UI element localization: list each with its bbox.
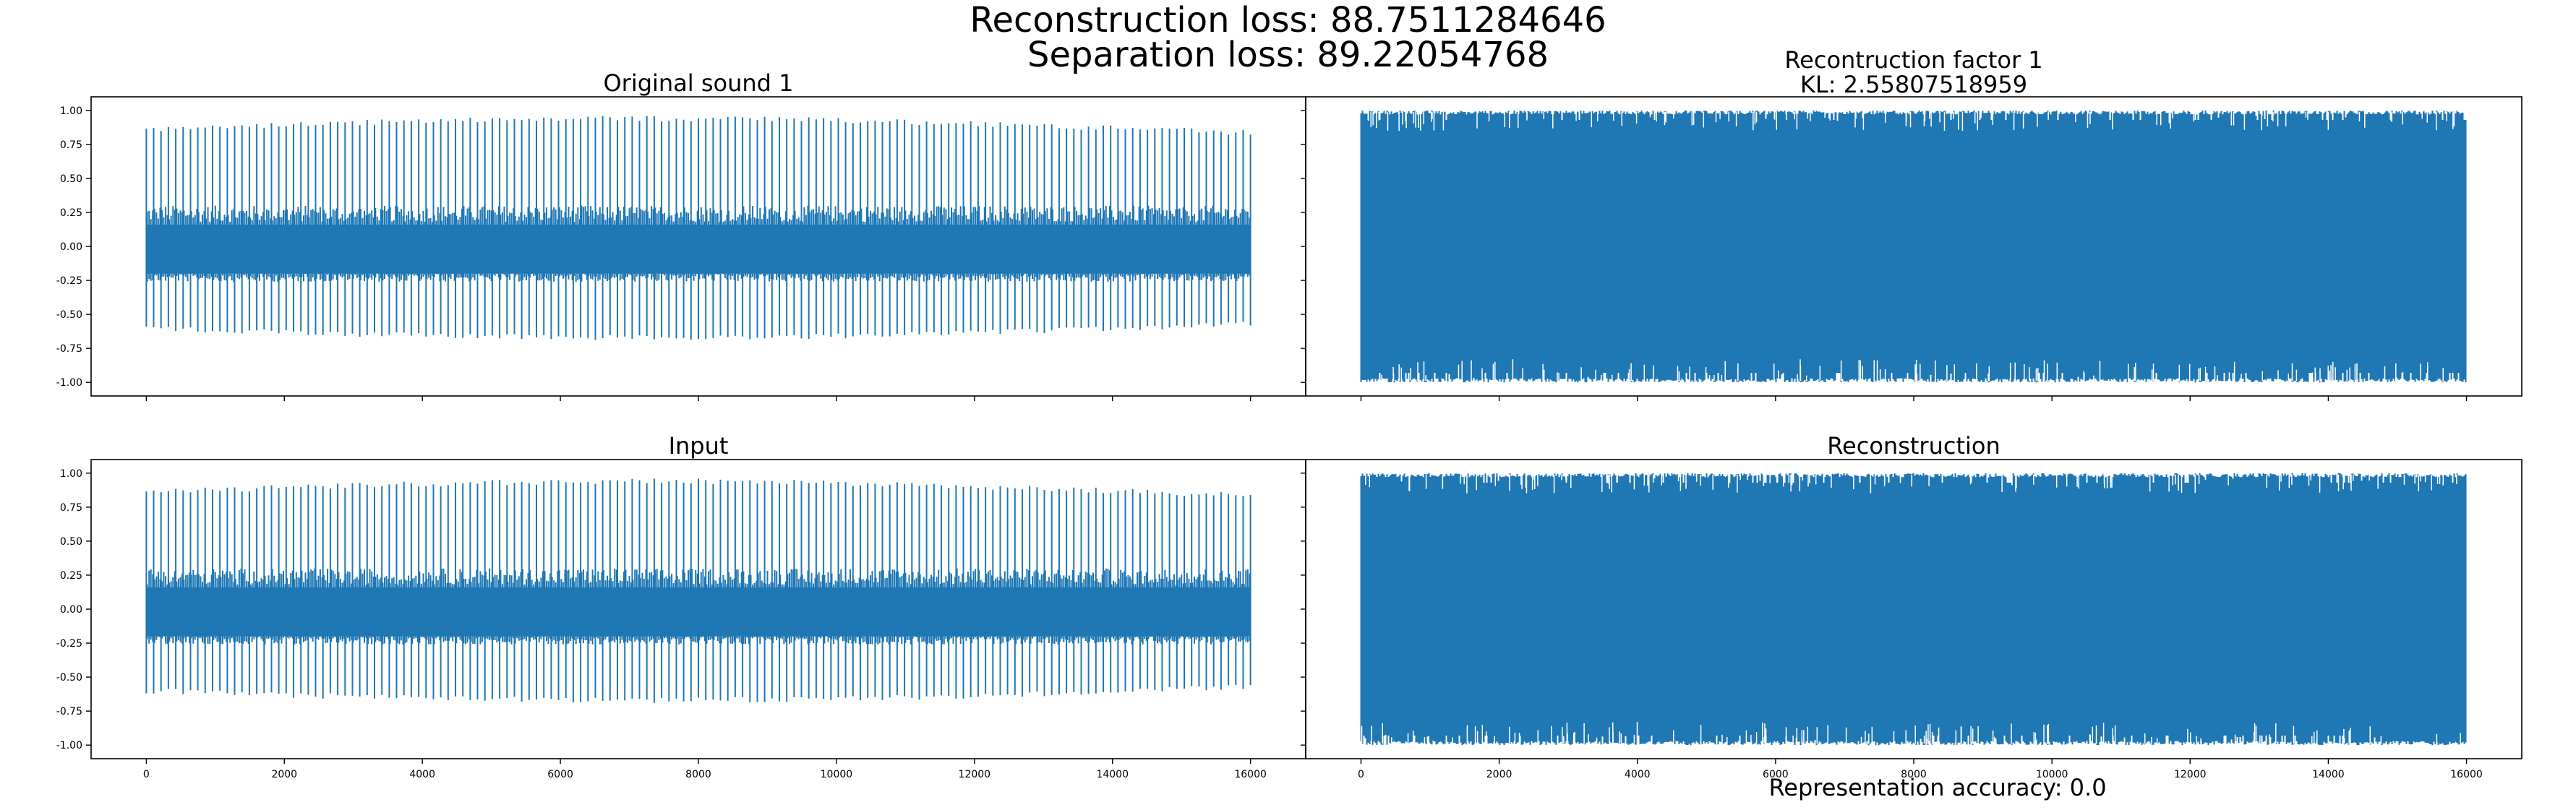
panel-title: Reconstruction bbox=[1827, 432, 2000, 460]
waveform-series bbox=[1360, 110, 2467, 383]
chart-panel-3: Input -1.00 -0.75 -0.50 -0.25 0.00 0.25 0.50 0.7… bbox=[56, 432, 1306, 780]
x-tick-label: 16000 bbox=[2450, 769, 2483, 780]
chart-panel-1: Original sound 1 -1.00 -0.75 -0.50 -0.25 0.00… bbox=[56, 69, 1306, 401]
y-tick-label: 0.50 bbox=[60, 536, 82, 548]
x-tick-label: 10000 bbox=[2036, 769, 2068, 780]
waveform-series bbox=[145, 116, 1251, 340]
y-tick-label: 0.00 bbox=[60, 604, 82, 616]
waveform-series bbox=[145, 478, 1251, 703]
y-tick-label: -1.00 bbox=[56, 377, 82, 389]
y-tick-label: -0.50 bbox=[56, 309, 82, 321]
waveform-noise bbox=[1360, 473, 2467, 746]
x-tick-label: 14000 bbox=[1096, 769, 1129, 780]
y-tick-label: 1.00 bbox=[60, 468, 82, 480]
x-tick-label: 10000 bbox=[821, 769, 853, 780]
waveform-pulses bbox=[145, 478, 1251, 703]
y-tick-label: 0.75 bbox=[60, 139, 82, 151]
waveform-pulses bbox=[145, 116, 1251, 340]
x-tick-label: 14000 bbox=[2312, 769, 2345, 780]
waveform-series bbox=[1360, 473, 2467, 746]
x-tick-label: 2000 bbox=[271, 769, 297, 780]
y-tick-label: -0.75 bbox=[56, 706, 82, 718]
x-tick-label: 6000 bbox=[547, 769, 573, 780]
y-tick-label: -0.75 bbox=[56, 343, 82, 355]
x-tick-label: 0 bbox=[143, 769, 150, 780]
y-tick-label: 0.75 bbox=[60, 502, 82, 514]
x-tick-label: 8000 bbox=[685, 769, 711, 780]
y-tick-label: 0.50 bbox=[60, 173, 82, 185]
x-tick-label: 8000 bbox=[1901, 769, 1927, 780]
y-tick-label: 0.25 bbox=[60, 207, 82, 219]
x-tick-label: 12000 bbox=[2174, 769, 2207, 780]
waveform-gaps bbox=[1361, 474, 2461, 744]
panel-title: Original sound 1 bbox=[603, 69, 793, 97]
waveform-gaps bbox=[1367, 111, 2455, 382]
panel-title: Recontruction factor 1 bbox=[1784, 46, 2042, 74]
y-tick-label: -0.25 bbox=[56, 275, 82, 287]
chart-panel-2: Recontruction factor 1KL: 2.55807518959 bbox=[1301, 46, 2522, 401]
y-tick-label: 0.25 bbox=[60, 570, 82, 582]
y-tick-label: -0.25 bbox=[56, 638, 82, 650]
y-tick-label: 0.00 bbox=[60, 241, 82, 253]
x-tick-label: 4000 bbox=[409, 769, 435, 780]
representation-accuracy-label: Representation accuracy: 0.0 bbox=[1768, 774, 2107, 801]
x-tick-label: 4000 bbox=[1625, 769, 1651, 780]
y-tick-label: -0.50 bbox=[56, 672, 82, 684]
x-tick-label: 0 bbox=[1358, 769, 1364, 780]
figure-suptitle-loss: Reconstruction loss: 88.7511284646 bbox=[970, 0, 1606, 40]
x-tick-label: 16000 bbox=[1234, 769, 1267, 780]
panel-title: Input bbox=[669, 432, 729, 460]
waveform-noise bbox=[1360, 110, 2467, 383]
figure-suptitle-separation: Separation loss: 89.22054768 bbox=[1027, 35, 1549, 75]
chart-panel-4: Reconstruction 0 2000 4000 6000 8000 10000 1200… bbox=[1301, 432, 2522, 780]
x-tick-label: 2000 bbox=[1486, 769, 1512, 780]
x-tick-label: 12000 bbox=[959, 769, 991, 780]
y-tick-label: -1.00 bbox=[56, 740, 82, 751]
panel-subtitle: KL: 2.55807518959 bbox=[1800, 71, 2027, 98]
x-tick-label: 6000 bbox=[1763, 769, 1789, 780]
y-tick-label: 1.00 bbox=[60, 105, 82, 117]
